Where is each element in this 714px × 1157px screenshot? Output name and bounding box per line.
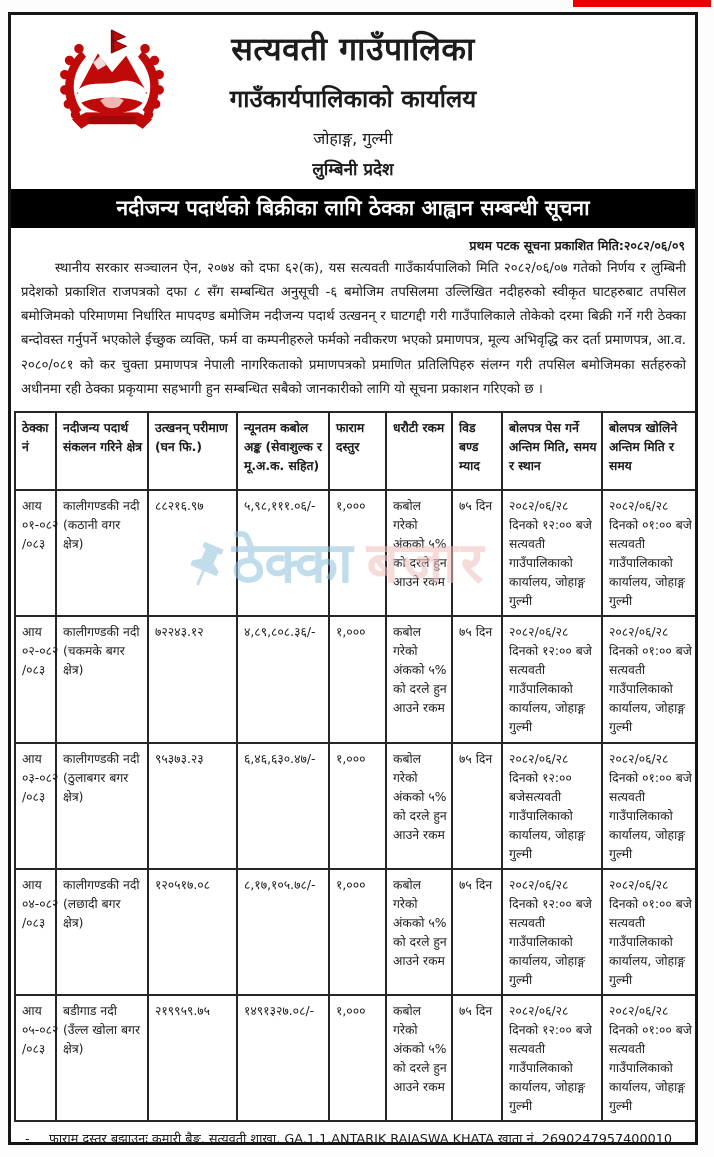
cell-collection-area: कालीगण्डकी नदी (ठुलाबगर बगर क्षेत्र) bbox=[55, 741, 149, 870]
cell-form-fee: १,००० bbox=[328, 867, 387, 997]
cell-bid-bond: ७५ दिन bbox=[451, 741, 503, 870]
tender-table: ठेक्का नं नदीजन्य पदार्थ संकलन गरिने क्ष… bbox=[14, 410, 695, 1123]
cell-form-fee: १,००० bbox=[328, 488, 387, 618]
document-footer: - फाराम दस्तुर बुझाउनः कुमारी बैङ्क, सत्… bbox=[11, 1122, 695, 1145]
footer-line-form-fee-account: - फाराम दस्तुर बुझाउनः कुमारी बैङ्क, सत्… bbox=[21, 1129, 685, 1145]
cell-opening-datetime: २०८२/०६/२८ दिनको ०१:०० बजे सत्यवती गाउँप… bbox=[601, 994, 695, 1123]
province-name: लुम्बिनी प्रदेश bbox=[312, 160, 394, 180]
cell-minimum-bid: ६,४६,६३०.४७/- bbox=[236, 741, 330, 870]
cell-submission-deadline: २०८२/०६/२८ दिनको १२:०० बजे सत्यवती गाउँप… bbox=[501, 867, 603, 997]
cell-contract-no: आय ०२-०८२ /०८३ bbox=[14, 615, 58, 744]
cell-contract-no: आय ०५-०८२ /०८३ bbox=[14, 994, 58, 1123]
table-row: आय ०५-०८२ /०८३ बडीगाड नदी (उँल्ल खोला बग… bbox=[14, 994, 695, 1123]
cell-excavation-qty: ८८२१६.९७ bbox=[147, 488, 238, 618]
cell-opening-datetime: २०८२/०६/२८ दिनको ०१:०० बजे सत्यवती गाउँप… bbox=[601, 867, 695, 997]
cell-minimum-bid: ४,८९,८०८.३६/- bbox=[236, 615, 330, 744]
office-address: जोहाङ्ग, गुल्मी bbox=[313, 129, 393, 148]
col-header-minimum-bid: न्यूनतम कबोल अङ्क (सेवाशुल्क र मू.अ.क. स… bbox=[236, 410, 330, 491]
cell-form-fee: १,००० bbox=[328, 615, 387, 744]
col-header-excavation-qty: उत्खनन् परीमाण (घन फि.) bbox=[147, 410, 238, 491]
org-name: सत्यवती गाउँपालिका bbox=[231, 30, 475, 68]
table-row: आय ०२-०८२ /०८३ कालीगण्डकी नदी (चकमके बगर… bbox=[14, 615, 695, 744]
cell-bid-bond: ७५ दिन bbox=[451, 615, 503, 744]
cell-deposit: कबोल गरेको अंकको ५% को दरले हुन आउने रकम bbox=[385, 867, 453, 997]
notice-document: सत्यवती गाउँपालिका गाउँकार्यपालिकाको कार… bbox=[8, 12, 698, 1145]
table-row: आय ०४-०८२ /०८३ कालीगण्डकी नदी (लछादी बगर… bbox=[14, 867, 695, 997]
cell-opening-datetime: २०८२/०६/२८ दिनको ०१:०० बजे सत्यवती गाउँप… bbox=[601, 741, 695, 870]
cell-deposit: कबोल गरेको अंकको ५% को दरले हुन आउने रकम bbox=[385, 994, 453, 1123]
col-header-opening-datetime: बोलपत्र खोलिने अन्तिम मिति र समय bbox=[601, 410, 695, 491]
col-header-bid-bond: विड बण्ड म्याद bbox=[451, 410, 503, 491]
cell-minimum-bid: १४९१३२७.०८/- bbox=[236, 994, 330, 1123]
office-name: गाउँकार्यपालिकाको कार्यालय bbox=[229, 85, 477, 113]
document-header: सत्यवती गाउँपालिका गाउँकार्यपालिकाको कार… bbox=[11, 15, 695, 180]
table-row: आय ०३-०८२ /०८३ कालीगण्डकी नदी (ठुलाबगर ब… bbox=[14, 741, 695, 870]
table-row: आय ०१-०८२ /०८३ कालीगण्डकी नदी (कठानी वगर… bbox=[14, 488, 695, 618]
cell-excavation-qty: १२०५१७.०८ bbox=[147, 867, 238, 997]
cell-submission-deadline: २०८२/०६/२८ दिनको १२:०० बजे सत्यवती गाउँप… bbox=[501, 488, 603, 618]
cell-opening-datetime: २०८२/०६/२८ दिनको ०१:०० बजे सत्यवती गाउँप… bbox=[601, 488, 695, 618]
published-date-line: प्रथम पटक सूचना प्रकाशित मिति:२०८२/०६/०९ bbox=[469, 238, 685, 253]
cell-form-fee: १,००० bbox=[328, 994, 387, 1123]
notice-title-banner: नदीजन्य पदार्थको बिक्रीका लागि ठेक्का आह… bbox=[11, 189, 695, 228]
form-fee-account-text: फाराम दस्तुर बुझाउनः कुमारी बैङ्क, सत्यव… bbox=[49, 1132, 673, 1145]
table-header-row: ठेक्का नं नदीजन्य पदार्थ संकलन गरिने क्ष… bbox=[14, 410, 695, 491]
cell-deposit: कबोल गरेको अंकको ५% को दरले हुन आउने रकम bbox=[385, 741, 453, 870]
cell-contract-no: आय ०३-०८२ /०८३ bbox=[14, 741, 58, 870]
cell-excavation-qty: ९५३७३.२३ bbox=[147, 741, 238, 870]
cell-submission-deadline: २०८२/०६/२८ दिनको १२:०० बजे सत्यवती गाउँप… bbox=[501, 615, 603, 744]
col-header-form-fee: फाराम दस्तुर bbox=[328, 410, 387, 491]
scan-red-mark bbox=[573, 0, 711, 7]
cell-bid-bond: ७५ दिन bbox=[451, 488, 503, 618]
cell-collection-area: कालीगण्डकी नदी (कठानी वगर क्षेत्र) bbox=[55, 488, 149, 618]
col-header-collection-area: नदीजन्य पदार्थ संकलन गरिने क्षेत्र bbox=[55, 410, 149, 491]
cell-deposit: कबोल गरेको अंकको ५% को दरले हुन आउने रकम bbox=[385, 488, 453, 618]
cell-minimum-bid: ८,१७,१०५.७८/- bbox=[236, 867, 330, 997]
col-header-contract-no: ठेक्का नं bbox=[14, 410, 57, 491]
cell-form-fee: १,००० bbox=[328, 741, 387, 870]
cell-contract-no: आय ०१-०८२ /०८३ bbox=[14, 488, 58, 618]
cell-bid-bond: ७५ दिन bbox=[451, 994, 503, 1123]
nepal-municipality-emblem-icon bbox=[60, 29, 164, 129]
cell-excavation-qty: २१९९५९.७५ bbox=[147, 994, 238, 1123]
col-header-deposit: धरौटी रकम bbox=[385, 410, 453, 491]
cell-excavation-qty: ७२२४३.१२ bbox=[147, 615, 238, 744]
cell-bid-bond: ७५ दिन bbox=[451, 867, 503, 997]
cell-minimum-bid: ५,९८,१११.०६/- bbox=[236, 488, 330, 618]
cell-contract-no: आय ०४-०८२ /०८३ bbox=[14, 867, 58, 997]
cell-collection-area: कालीगण्डकी नदी (लछादी बगर क्षेत्र) bbox=[55, 867, 149, 997]
cell-collection-area: बडीगाड नदी (उँल्ल खोला बगर क्षेत्र) bbox=[55, 994, 149, 1123]
cell-deposit: कबोल गरेको अंकको ५% को दरले हुन आउने रकम bbox=[385, 615, 453, 744]
cell-opening-datetime: २०८२/०६/२८ दिनको ०१:०० बजे सत्यवती गाउँप… bbox=[601, 615, 695, 744]
cell-collection-area: कालीगण्डकी नदी (चकमके बगर क्षेत्र) bbox=[55, 615, 149, 744]
dash-bullet: - bbox=[25, 1132, 30, 1145]
cell-submission-deadline: २०८२/०६/२८ दिनको १२:०० बजे सत्यवती गाउँप… bbox=[501, 994, 603, 1123]
col-header-submission-deadline: बोलपत्र पेस गर्ने अन्तिम मिति, समय र स्थ… bbox=[501, 410, 603, 491]
cell-submission-deadline: २०८२/०६/२८ दिनको १२:०० बजेसत्यवती गाउँपा… bbox=[501, 741, 603, 870]
notice-body-paragraph: स्थानीय सरकार सञ्चालन ऐन, २०७४ को दफा ६२… bbox=[21, 261, 686, 397]
